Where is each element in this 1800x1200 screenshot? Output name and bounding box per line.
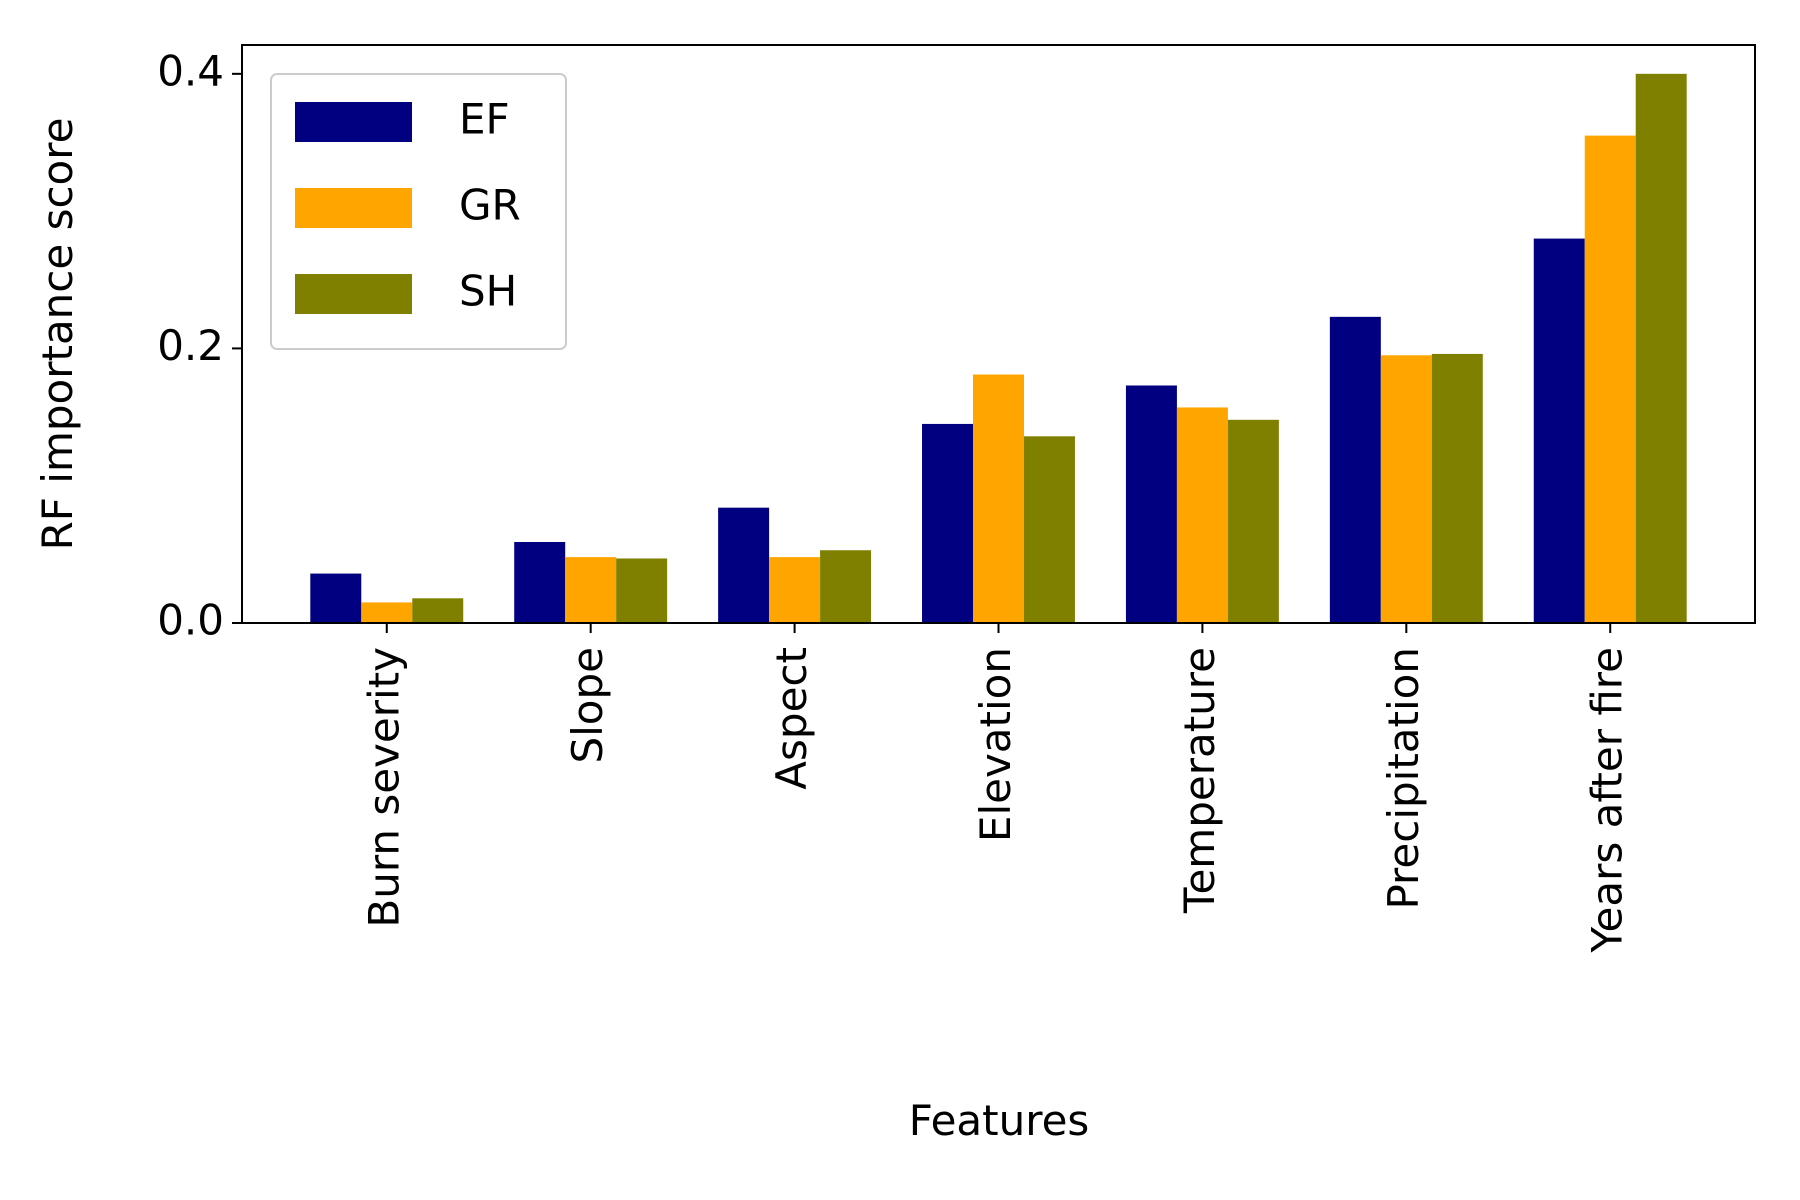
bar	[412, 598, 464, 623]
bar	[1584, 135, 1636, 623]
bar	[922, 423, 974, 623]
bar	[616, 558, 668, 623]
bar	[514, 541, 566, 623]
bar	[1023, 436, 1075, 623]
bar	[1227, 419, 1279, 623]
x-axis-label: Features	[909, 1096, 1090, 1145]
x-tick-label: Aspect	[767, 647, 816, 790]
legend-label: EF	[459, 95, 510, 144]
bar	[310, 573, 362, 623]
bar	[361, 602, 413, 623]
bar	[1329, 316, 1381, 623]
bar	[1176, 407, 1228, 623]
legend-label: SH	[459, 267, 517, 316]
bar	[1533, 238, 1585, 623]
x-tick-label: Years after fire	[1583, 647, 1632, 954]
x-tick-label: Burn severity	[359, 647, 408, 928]
bar	[1125, 385, 1177, 623]
y-tick-label: 0.2	[157, 321, 224, 370]
legend-swatch	[295, 274, 412, 314]
y-axis-label: RF importance score	[33, 118, 82, 551]
bar	[1431, 353, 1483, 623]
legend-swatch	[295, 188, 412, 228]
bar	[973, 374, 1024, 623]
plot-frame	[241, 44, 1756, 624]
bar	[1380, 355, 1432, 623]
legend-swatch	[295, 102, 412, 142]
legend-label: GR	[459, 181, 521, 230]
x-tick-label: Temperature	[1175, 647, 1224, 914]
x-tick-label: Precipitation	[1379, 647, 1428, 910]
bar	[820, 550, 872, 623]
y-tick-label: 0.4	[157, 46, 224, 95]
y-tick-label: 0.0	[157, 596, 224, 645]
x-tick-label: Slope	[563, 647, 612, 764]
bar	[718, 507, 770, 623]
bar	[769, 557, 821, 623]
x-tick-label: Elevation	[971, 647, 1020, 842]
bar	[1635, 73, 1687, 623]
bar	[565, 557, 617, 623]
